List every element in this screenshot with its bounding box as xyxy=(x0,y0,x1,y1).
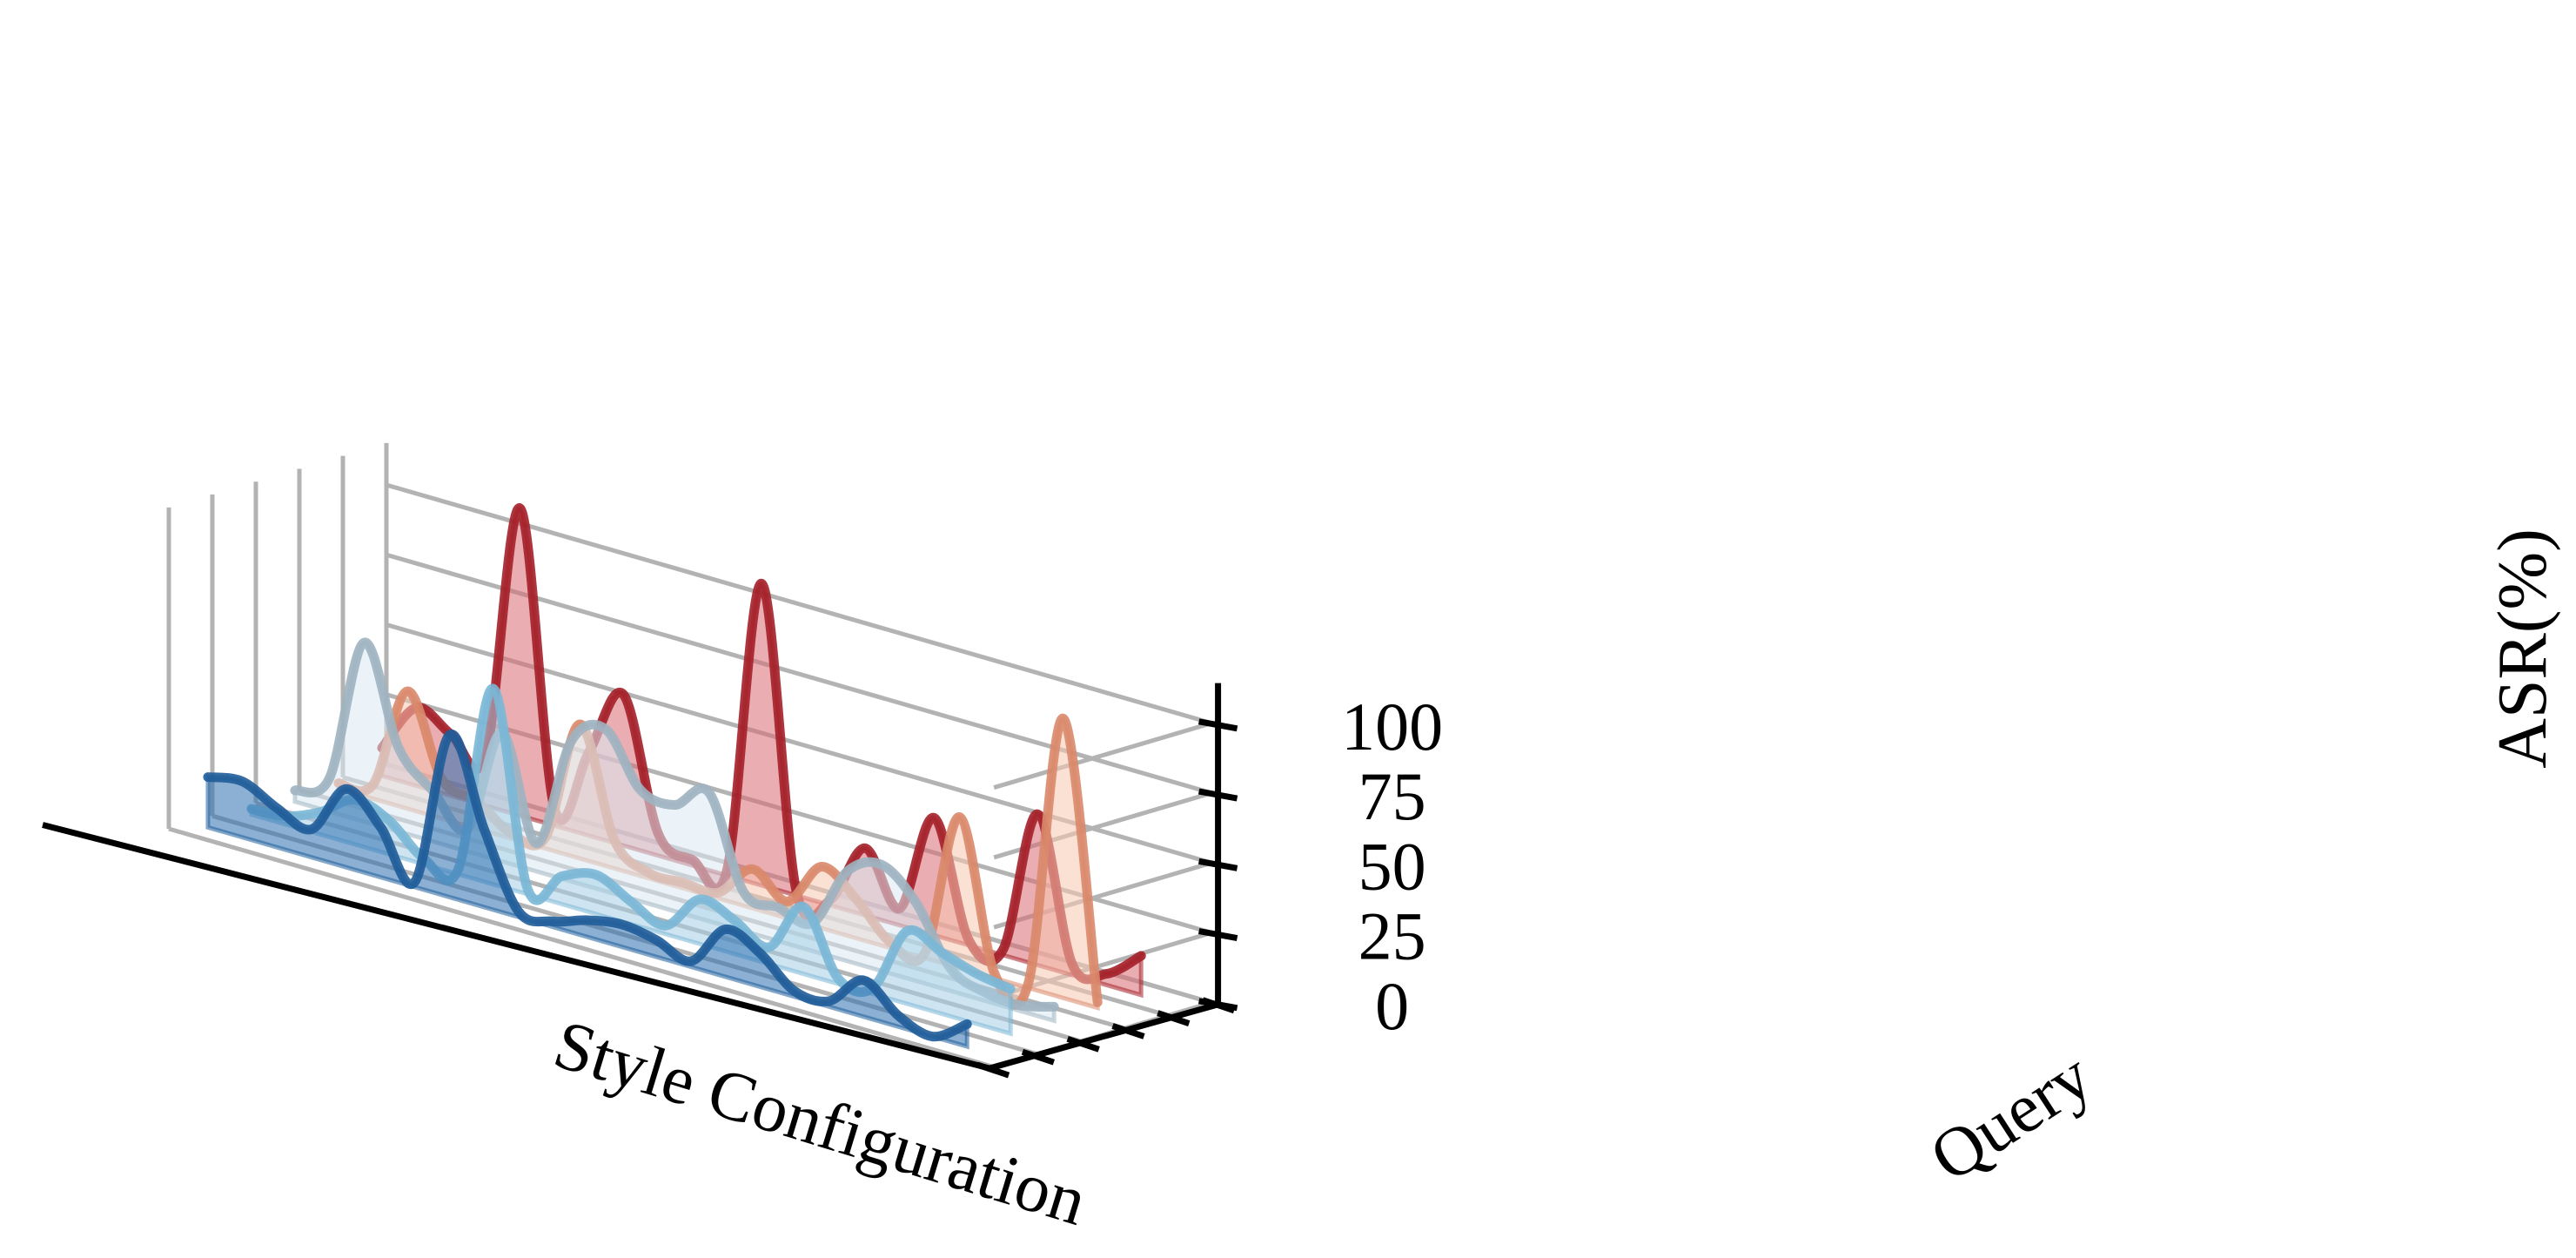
y-axis-tick xyxy=(1066,1036,1100,1053)
z-axis-label: ASR(%) xyxy=(2485,528,2561,769)
z-axis-tick xyxy=(1197,718,1238,732)
z-tick-label-100: 100 xyxy=(1341,689,1443,764)
y-axis-tick xyxy=(1157,1010,1191,1026)
series-layer xyxy=(203,503,1146,1050)
series-4-line xyxy=(377,503,1146,985)
y-axis-label: Query xyxy=(1917,1038,2105,1197)
z-tick-label-75: 75 xyxy=(1358,758,1426,834)
z-tick-label-0: 0 xyxy=(1375,968,1409,1044)
z-tick-label-50: 50 xyxy=(1358,828,1426,904)
z-axis-tick xyxy=(1197,998,1238,1012)
z-tick-label-25: 25 xyxy=(1358,898,1426,974)
z-axis-tick xyxy=(1197,788,1238,802)
z-axis-tick xyxy=(1197,858,1238,871)
y-axis-tick xyxy=(976,1061,1010,1079)
series-2-line xyxy=(290,637,1059,1012)
series-0-line xyxy=(203,730,972,1042)
x-axis-label: Style Configuration xyxy=(546,1006,1095,1240)
floor-grid-line xyxy=(168,826,995,1070)
z-axis-tick xyxy=(1197,928,1238,941)
x-axis-line xyxy=(42,822,990,1072)
y-axis-tick xyxy=(1021,1048,1056,1066)
y-axis-tick xyxy=(1111,1023,1145,1039)
y-axis-line xyxy=(989,1001,1219,1072)
